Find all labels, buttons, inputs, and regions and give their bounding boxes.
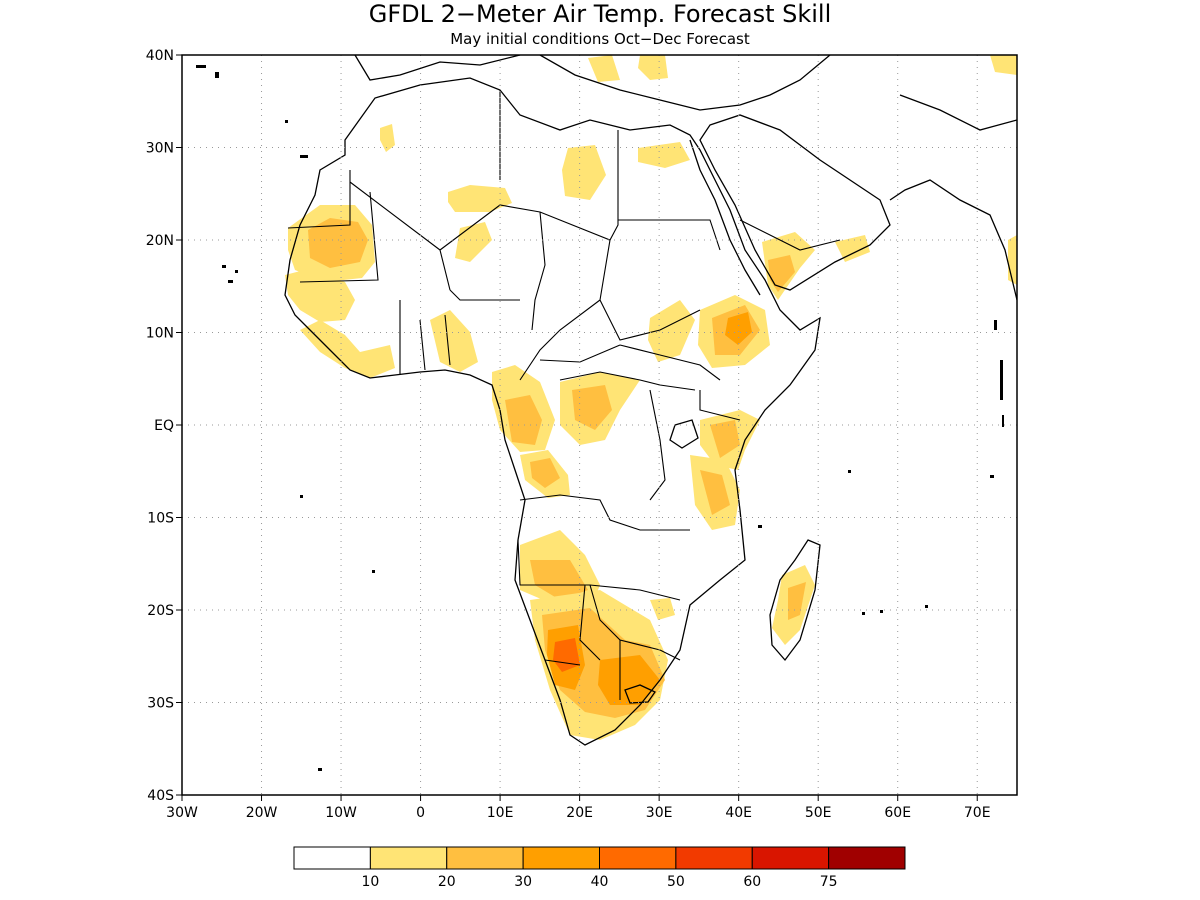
lon-tick-label: 0 xyxy=(416,805,425,821)
skill-region xyxy=(638,142,690,168)
skill-region xyxy=(308,218,368,268)
skill-region xyxy=(835,235,870,262)
skill-region xyxy=(638,55,668,80)
legend-swatch xyxy=(599,846,677,870)
legend-label: 20 xyxy=(438,874,456,890)
legend-swatch xyxy=(293,846,371,870)
africa-coastline xyxy=(284,77,821,746)
lat-tick-label: 10N xyxy=(146,326,174,342)
skill-region xyxy=(562,145,606,200)
skill-region xyxy=(530,560,588,600)
legend-label: 50 xyxy=(667,874,685,890)
legend-swatch xyxy=(675,846,753,870)
legend-swatch xyxy=(828,846,906,870)
lon-tick-label: 40E xyxy=(725,805,752,821)
coastline-borders xyxy=(284,55,1017,746)
color-legend: 10 20 30 40 50 60 75 xyxy=(293,846,906,890)
skill-region xyxy=(768,255,795,292)
madagascar-coastline xyxy=(769,539,821,662)
skill-region xyxy=(648,300,695,362)
skill-region xyxy=(700,470,730,515)
small-islands xyxy=(196,65,1004,771)
legend-label: 75 xyxy=(820,874,838,890)
skill-region xyxy=(572,385,612,430)
skill-region xyxy=(455,222,492,262)
legend-label: 60 xyxy=(743,874,761,890)
lon-tick-label: 60E xyxy=(884,805,911,821)
lat-tick-label: 30S xyxy=(147,696,174,712)
skill-region xyxy=(530,458,560,488)
skill-region xyxy=(300,320,395,378)
skill-region xyxy=(430,310,478,372)
lon-tick-label: 20W xyxy=(246,805,278,821)
lat-tick-label: 20S xyxy=(147,603,174,619)
legend-swatch xyxy=(369,846,448,870)
legend-label: 30 xyxy=(514,874,532,890)
skill-region xyxy=(505,395,542,445)
legend-label: 10 xyxy=(361,874,379,890)
map-title: GFDL 2−Meter Air Temp. Forecast Skill xyxy=(369,0,832,28)
skill-region xyxy=(725,312,752,345)
europe-coastline xyxy=(354,55,831,111)
skill-region xyxy=(588,55,620,82)
legend-label: 40 xyxy=(591,874,609,890)
skill-region xyxy=(650,598,675,620)
lat-tick-label: 40S xyxy=(147,788,174,804)
lat-tick-label: 40N xyxy=(146,48,174,64)
map-subtitle: May initial conditions Oct−Dec Forecast xyxy=(450,30,750,48)
lat-tick-label: 10S xyxy=(147,511,174,527)
skill-region xyxy=(1008,235,1017,285)
skill-region xyxy=(448,185,512,212)
skill-region xyxy=(380,124,395,152)
lon-tick-label: 10W xyxy=(325,805,357,821)
lesotho-border xyxy=(624,684,656,704)
skill-region xyxy=(990,55,1017,75)
skill-region xyxy=(598,655,660,705)
lon-tick-label: 30E xyxy=(646,805,673,821)
lake-victoria xyxy=(669,419,699,449)
lat-tick-label: 30N xyxy=(146,141,174,157)
red-sea-coast xyxy=(689,139,761,296)
lon-tick-label: 30W xyxy=(166,805,198,821)
skill-region xyxy=(788,582,806,620)
skill-region xyxy=(710,420,740,458)
lon-tick-label: 50E xyxy=(805,805,832,821)
legend-swatch xyxy=(751,846,830,870)
legend-swatch xyxy=(446,846,524,870)
skill-shading xyxy=(285,55,1017,740)
arabia-coastline xyxy=(699,114,891,291)
asia-coastline xyxy=(889,94,1017,301)
lon-tick-label: 70E xyxy=(964,805,991,821)
axis-ticks xyxy=(176,54,978,801)
lon-tick-label: 10E xyxy=(487,805,514,821)
country-borders xyxy=(287,90,841,700)
legend-swatch xyxy=(522,846,600,870)
lat-tick-label: EQ xyxy=(154,418,174,434)
lat-tick-label: 20N xyxy=(146,233,174,249)
lon-tick-label: 20E xyxy=(566,805,593,821)
